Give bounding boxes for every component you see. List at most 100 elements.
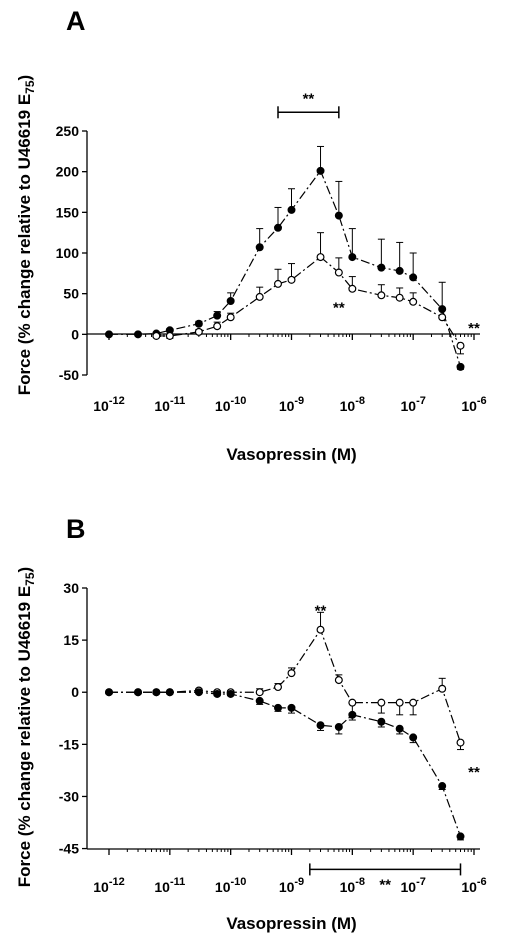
series-1-point (274, 683, 283, 692)
significance-label: ** (303, 90, 315, 107)
y-tick-label: -15 (59, 736, 79, 752)
series-1-point (104, 330, 113, 339)
series-2-point (316, 253, 325, 262)
series-2-point (334, 268, 343, 277)
x-tick-label: 10-7 (400, 395, 425, 414)
series-2-point (274, 279, 283, 288)
y-tick-label: 0 (71, 326, 79, 342)
series-2-point (287, 275, 296, 284)
series-2-point (334, 722, 343, 731)
series-1-point (334, 211, 343, 220)
series-1-point (287, 669, 296, 678)
series-2-point (213, 322, 222, 331)
series-1-point (377, 698, 386, 707)
series-2-point (104, 688, 113, 697)
series-2-point (194, 327, 203, 336)
series-1-point (194, 319, 203, 328)
series-1-point (134, 330, 143, 339)
series-1-point (348, 253, 357, 262)
panel-letter: A (66, 6, 86, 36)
series-2-point (438, 782, 447, 791)
y-tick-label: 50 (63, 286, 79, 302)
x-tick-label: 10-8 (340, 876, 365, 895)
series-2-point (456, 832, 465, 841)
series-1-point (334, 676, 343, 685)
series-1-point (255, 243, 264, 252)
series-1-point (226, 296, 235, 305)
y-tick-label: 0 (71, 684, 79, 700)
series-1-point (395, 266, 404, 275)
y-axis-title: Force (% change relative to U46619 E75) (15, 75, 37, 395)
series-1-point (409, 698, 418, 707)
x-tick-label: 10-12 (93, 876, 124, 895)
series-2-point (255, 292, 264, 301)
series-2-point (409, 297, 418, 306)
series-1-line (109, 628, 462, 743)
panel-a: A -50 0 50 100 150 200 250 10-12 10-11 10-10 10-9 10… (15, 6, 487, 464)
x-tick-label: 10-9 (279, 876, 304, 895)
series-2-point (348, 710, 357, 719)
y-tick-label: 200 (56, 164, 80, 180)
panel-b: B -45 -30 -15 0 15 30 10-12 10-11 10-10 10-9 10-8 10… (15, 514, 487, 933)
series-2-point (395, 724, 404, 733)
significance-label: ** (468, 764, 480, 781)
series-2-point (255, 696, 264, 705)
series-2-point (348, 284, 357, 293)
x-tick-label: 10-8 (340, 395, 365, 414)
x-tick-label: 10-12 (93, 395, 124, 414)
series-1-point (348, 698, 357, 707)
series-1-point (395, 698, 404, 707)
series-2-point (409, 733, 418, 742)
significance-label: ** (333, 299, 345, 316)
series-1-point (213, 311, 222, 320)
x-tick-label: 10-11 (154, 876, 185, 895)
series-2-point (134, 688, 143, 697)
series-2-point (316, 721, 325, 730)
series-1-point (409, 273, 418, 282)
series-2-point (194, 688, 203, 697)
series-2-point (287, 703, 296, 712)
series-2-point (377, 291, 386, 300)
series-1-point (274, 223, 283, 232)
x-tick-label: 10-7 (400, 876, 425, 895)
series-2-point (152, 331, 161, 340)
y-tick-label: -45 (59, 841, 79, 857)
significance-label: ** (315, 603, 327, 620)
y-tick-label: -30 (59, 788, 79, 804)
series-2-point (395, 293, 404, 302)
series-2-point (165, 688, 174, 697)
y-axis-title: Force (% change relative to U46619 E75) (15, 567, 37, 887)
series-2-point (226, 689, 235, 698)
series-1-line (109, 169, 462, 368)
panel-letter: B (66, 514, 86, 544)
series-2-line (109, 691, 462, 837)
series-1-point (456, 738, 465, 747)
series-2-point (274, 703, 283, 712)
series-2-point (226, 313, 235, 322)
series-1-point (287, 205, 296, 214)
x-tick-label: 10-10 (215, 876, 246, 895)
series-2-point (456, 341, 465, 350)
x-tick-label: 10-10 (215, 395, 246, 414)
series-2-line (156, 256, 462, 347)
x-axis-title: Vasopressin (M) (226, 445, 356, 464)
x-tick-label: 10-6 (461, 876, 486, 895)
series-1-point (456, 362, 465, 371)
significance-label: ** (468, 320, 480, 337)
y-tick-label: 100 (56, 245, 80, 261)
significance-label: ** (379, 876, 391, 893)
y-tick-label: 250 (56, 123, 80, 139)
y-tick-label: 15 (63, 632, 79, 648)
y-tick-label: -50 (59, 367, 79, 383)
x-tick-label: 10-9 (279, 395, 304, 414)
x-axis-title: Vasopressin (M) (226, 914, 356, 933)
series-2-point (438, 313, 447, 322)
series-2-point (213, 689, 222, 698)
series-2-point (377, 717, 386, 726)
x-tick-label: 10-6 (461, 395, 486, 414)
y-tick-label: 30 (63, 580, 79, 596)
series-1-point (316, 625, 325, 634)
series-1-point (377, 263, 386, 272)
x-tick-label: 10-11 (154, 395, 185, 414)
